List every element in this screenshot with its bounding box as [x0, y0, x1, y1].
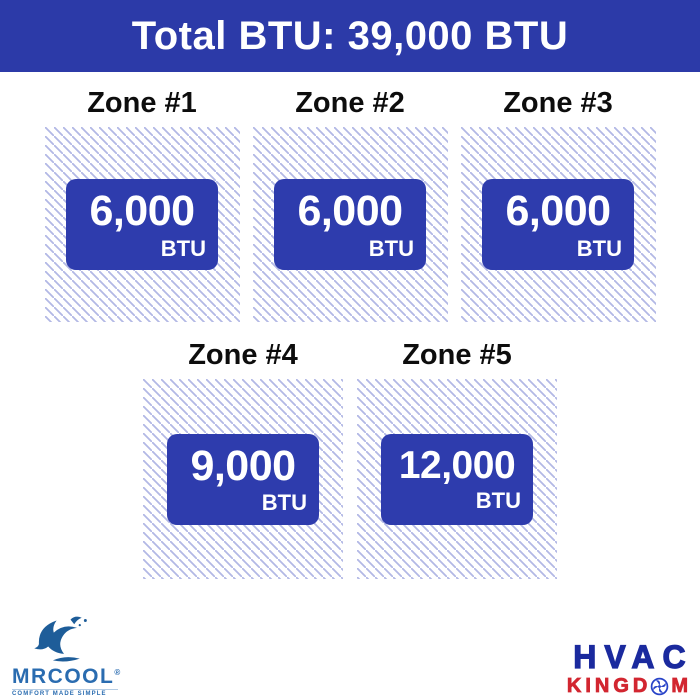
zone-4: Zone #4 9,000 BTU [143, 337, 343, 579]
hvac-wordmark: HVAC [573, 639, 694, 675]
zone-3-btu-value: 6,000 [505, 187, 611, 236]
total-btu-banner: Total BTU: 39,000 BTU [0, 0, 700, 72]
zone-1: Zone #1 6,000 BTU [44, 85, 240, 322]
mrcool-wordmark: MRCOOL® [12, 665, 122, 688]
zone-4-label: Zone #4 [188, 339, 298, 371]
kingdom-wordmark: KINGD M [566, 675, 692, 697]
zone-2-btu-value: 6,000 [297, 187, 403, 236]
zone-4-btu-card: 9,000 BTU [167, 433, 319, 525]
mrcool-tagline: COMFORT MADE SIMPLE [12, 689, 118, 697]
zone-5-btu-unit: BTU [475, 487, 521, 513]
kingdom-text-right: M [671, 675, 692, 697]
fan-icon [651, 677, 669, 695]
zone-5-label: Zone #5 [402, 339, 512, 371]
zone-3: Zone #3 6,000 BTU [460, 85, 656, 322]
zone-1-btu-value: 6,000 [89, 187, 195, 236]
zone-row-1: Zone #1 6,000 BTU Zone #2 [0, 85, 700, 322]
zone-row-2: Zone #4 9,000 BTU Zone #5 [0, 337, 700, 579]
zone-3-btu-unit: BTU [576, 235, 622, 261]
zone-4-hatch-panel: 9,000 BTU [143, 379, 343, 579]
zone-4-btu-unit: BTU [261, 490, 307, 516]
zone-2-hatch-panel: 6,000 BTU [252, 127, 448, 322]
hvac-kingdom-logo: HVAC KINGD M [566, 640, 692, 697]
zone-1-btu-unit: BTU [160, 235, 206, 261]
zone-5: Zone #5 12,000 BTU [357, 337, 557, 579]
zone-4-btu-value: 9,000 [190, 441, 296, 490]
zone-1-btu-card: 6,000 BTU [66, 179, 218, 270]
zone-3-hatch-panel: 6,000 BTU [460, 127, 656, 322]
zone-5-hatch-panel: 12,000 BTU [357, 379, 557, 579]
zone-3-label: Zone #3 [503, 87, 613, 119]
zone-2-btu-card: 6,000 BTU [274, 179, 426, 270]
registered-trademark: ® [114, 668, 122, 677]
mrcool-brand-text: MRCOOL [12, 665, 115, 688]
mrcool-logo: MRCOOL® COMFORT MADE SIMPLE [12, 614, 122, 697]
zone-2-btu-unit: BTU [368, 235, 414, 261]
zone-1-hatch-panel: 6,000 BTU [44, 127, 240, 322]
total-btu-title: Total BTU: 39,000 BTU [131, 13, 569, 58]
zone-3-btu-card: 6,000 BTU [482, 179, 634, 270]
zone-2-label: Zone #2 [295, 87, 405, 119]
zone-1-label: Zone #1 [87, 87, 197, 119]
zone-5-btu-card: 12,000 BTU [381, 433, 533, 525]
kingdom-text-left: KINGD [566, 675, 652, 697]
zone-2: Zone #2 6,000 BTU [252, 85, 448, 322]
zone-5-btu-value: 12,000 [398, 444, 516, 488]
penguin-icon [34, 616, 87, 662]
